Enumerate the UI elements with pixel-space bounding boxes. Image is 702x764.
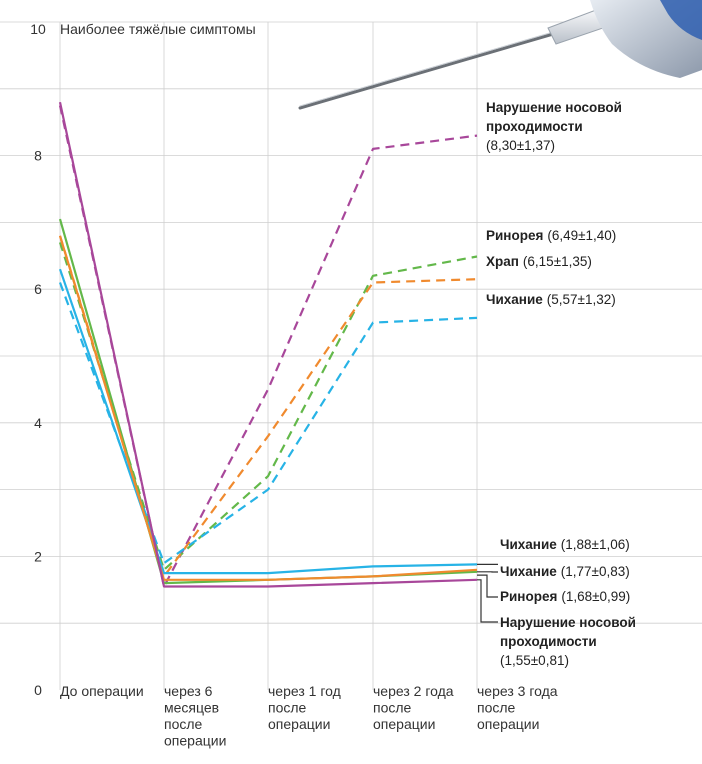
needle-icon — [298, 0, 702, 110]
series-end-label: Чихание (1,88±1,06) — [500, 537, 630, 552]
series-end-label: Нарушение носовой проходимости (8,30±1,37) — [486, 100, 622, 153]
series-line — [58, 235, 478, 581]
y-tick-label: 8 — [34, 148, 42, 164]
chart-title: Наиболее тяжёлые симптомы — [60, 21, 256, 37]
series-line — [58, 242, 478, 571]
y-tick-label: 2 — [34, 548, 42, 564]
series-line — [58, 218, 478, 585]
series-line — [58, 235, 478, 578]
grid — [0, 21, 702, 690]
x-tick-label: через 3 года после операции — [477, 683, 558, 732]
series-line — [58, 101, 478, 588]
series-line — [58, 105, 478, 588]
series-end-label: Ринорея (6,49±1,40) — [486, 228, 616, 243]
series-end-label: Ринорея (1,68±0,99) — [500, 589, 630, 604]
y-tick-label: 4 — [34, 415, 42, 431]
leader-line — [477, 574, 498, 598]
leader-line — [477, 579, 498, 623]
y-tick-label: 6 — [34, 281, 42, 297]
x-tick-label: через 2 года после операции — [373, 683, 454, 732]
series-end-label: Храп (6,15±1,35) — [486, 254, 592, 269]
x-tick-label: через 1 год после операции — [268, 683, 341, 732]
y-tick-label: 10 — [30, 21, 46, 37]
series-end-label: Чихание (1,77±0,83) — [500, 564, 630, 579]
x-tick-label: До операции — [60, 683, 144, 699]
series-end-label: Чихание (5,57±1,32) — [486, 292, 616, 307]
y-tick-label: 0 — [34, 682, 42, 698]
series-end-label: Нарушение носовой проходимости (1,55±0,81) — [500, 615, 636, 668]
x-tick-label: через 6 месяцев после операции — [164, 683, 226, 749]
series-line — [58, 268, 478, 575]
